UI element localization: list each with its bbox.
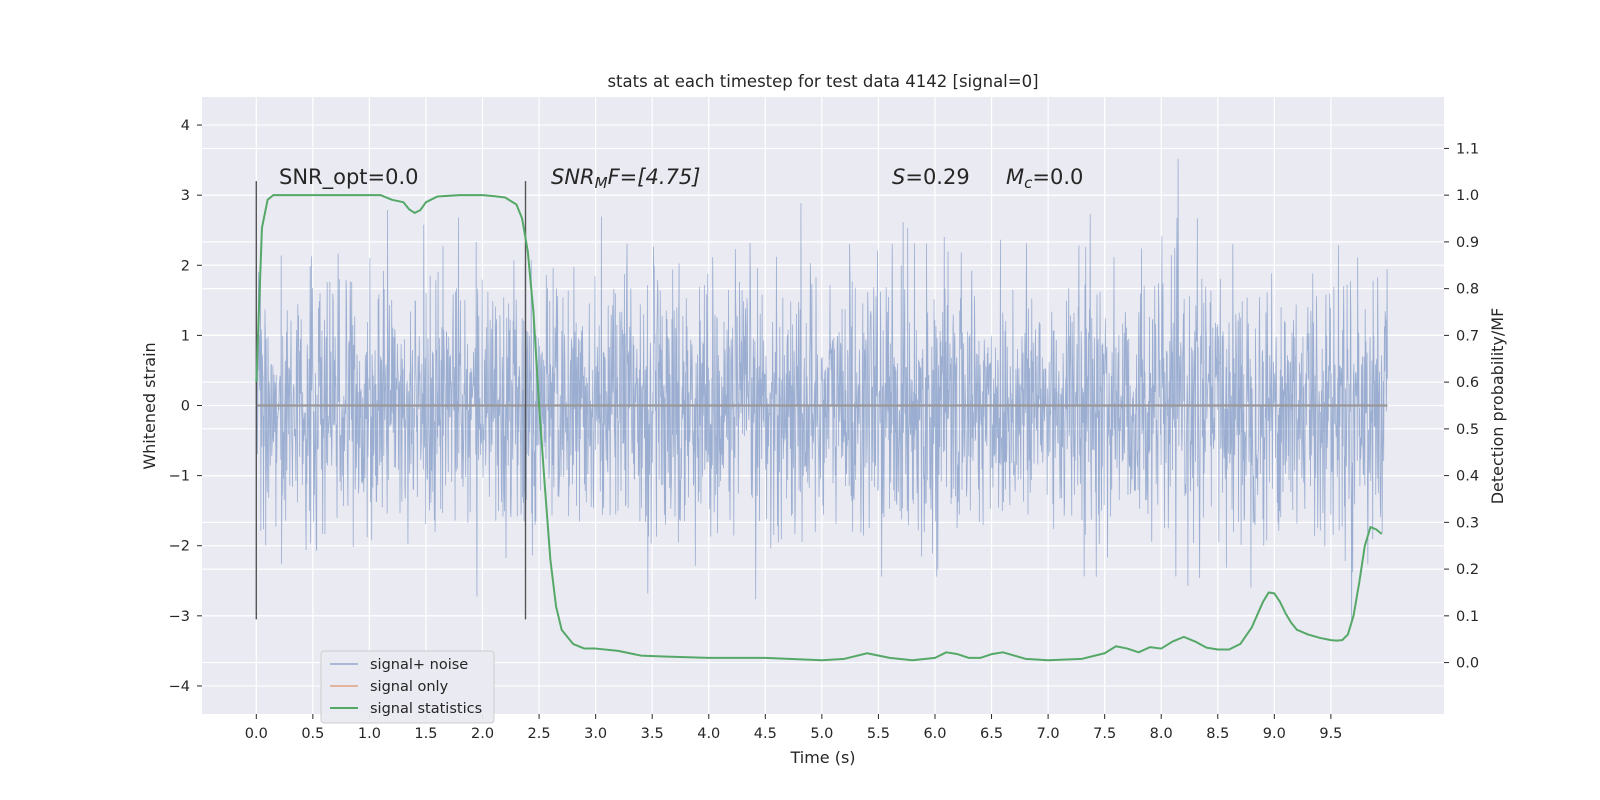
annotation-s-main: S (892, 165, 905, 189)
y-tick-label: −2 (169, 539, 190, 555)
y-right-tick-label: 0.5 (1456, 422, 1479, 438)
x-tick-label: 5.5 (867, 726, 890, 742)
annotation-snr-mf: SNRMF=[4.75] (551, 165, 700, 192)
x-axis-ticks: 0.0 0.5 1.0 1.5 2.0 2.5 3.0 3.5 4.0 4.5 5.0 5.5 6.0 6… (245, 714, 1342, 742)
legend: signal+ noise signal only signal statist… (320, 650, 495, 724)
y-right-tick-label: 0.3 (1456, 515, 1479, 531)
annotation-snr-mf-rest: F=[4.75] (608, 165, 701, 189)
annotation-mc-sub: c (1024, 174, 1033, 192)
annotation-s: S=0.29 (892, 165, 970, 189)
annotation-snr-mf-sub: M (595, 174, 608, 192)
legend-label-signal-noise: signal+ noise (370, 657, 468, 673)
y-axis-ticks: 4 3 2 1 0 −1 −2 −3 −4 (169, 118, 202, 695)
legend-label-signal-only: signal only (370, 679, 449, 695)
x-axis-label: Time (s) (789, 748, 855, 767)
y-right-tick-label: 0.2 (1456, 562, 1479, 578)
x-tick-label: 3.5 (641, 726, 664, 742)
annotation-mc-value: =0.0 (1032, 165, 1083, 189)
x-tick-label: 1.0 (358, 726, 381, 742)
y-tick-label: 1 (181, 328, 190, 344)
annotation-s-value: =0.29 (905, 165, 969, 189)
y-tick-label: 2 (181, 258, 190, 274)
y-right-axis-label: Detection probability/MF (1488, 308, 1507, 505)
legend-label-signal-statistics: signal statistics (370, 701, 482, 717)
signal-noise-line (255, 158, 1388, 625)
x-tick-label: 3.0 (584, 726, 607, 742)
y-tick-label: 4 (181, 118, 190, 134)
y-tick-label: 0 (181, 399, 190, 415)
series-signal-noise (255, 158, 1388, 625)
y-right-tick-label: 0.6 (1456, 375, 1479, 391)
y-tick-label: −1 (169, 469, 190, 485)
y-tick-label: −3 (169, 609, 190, 625)
series-signal-statistics (255, 194, 1383, 662)
y-right-tick-label: 0.8 (1456, 282, 1479, 298)
x-tick-label: 6.5 (980, 726, 1003, 742)
x-tick-label: 4.5 (754, 726, 777, 742)
y-right-tick-label: 0.9 (1456, 235, 1479, 251)
y-right-tick-label: 0.7 (1456, 328, 1479, 344)
y-axis-label: Whitened strain (140, 342, 159, 469)
y-tick-label: −4 (169, 679, 190, 695)
x-tick-label: 1.5 (414, 726, 437, 742)
y-right-tick-label: 1.1 (1456, 141, 1479, 157)
chart-title: stats at each timestep for test data 414… (607, 72, 1038, 91)
x-tick-label: 6.0 (923, 726, 946, 742)
x-tick-label: 7.0 (1037, 726, 1060, 742)
y-right-tick-label: 0.4 (1456, 469, 1479, 485)
x-tick-label: 0.5 (301, 726, 324, 742)
x-tick-label: 9.5 (1319, 726, 1342, 742)
annotation-mc-main: M (1006, 165, 1024, 189)
y-right-tick-label: 0.0 (1456, 656, 1479, 672)
vertical-markers (255, 181, 527, 620)
legend-box (320, 650, 495, 724)
y-right-tick-label: 1.0 (1456, 188, 1479, 204)
y-right-tick-label: 0.1 (1456, 609, 1479, 625)
y-tick-label: 3 (181, 188, 190, 204)
x-tick-label: 8.5 (1206, 726, 1229, 742)
x-tick-label: 2.0 (471, 726, 494, 742)
x-tick-label: 7.5 (1093, 726, 1116, 742)
annotation-mc: Mc=0.0 (1006, 165, 1083, 192)
annotation-snr-opt: SNR_opt=0.0 (279, 165, 419, 190)
x-tick-label: 2.5 (528, 726, 551, 742)
x-tick-label: 8.0 (1150, 726, 1173, 742)
x-tick-label: 0.0 (245, 726, 268, 742)
x-tick-label: 5.0 (810, 726, 833, 742)
x-tick-label: 9.0 (1263, 726, 1286, 742)
x-tick-label: 4.0 (697, 726, 720, 742)
annotation-snr-mf-main: SNR (551, 165, 595, 189)
signal-statistics-line (255, 194, 1383, 662)
y-right-axis-ticks: 1.1 1.0 0.9 0.8 0.7 0.6 0.5 0.4 0.3 0.2 0.1 0.0 (1444, 141, 1479, 672)
